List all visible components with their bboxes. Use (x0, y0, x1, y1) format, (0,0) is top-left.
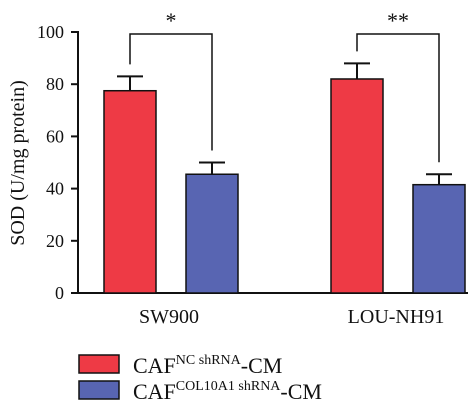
significance-marker: ** (387, 8, 409, 33)
y-axis-label: SOD (U/mg protein) (7, 80, 29, 246)
y-tick-label: 20 (46, 231, 64, 251)
y-tick-label: 40 (46, 179, 64, 199)
legend-label: CAFNC shRNA-CM (133, 353, 282, 378)
legend-swatch (78, 380, 120, 400)
significance-bracket (356, 33, 440, 163)
x-tick-label: LOU-NH91 (348, 306, 445, 328)
bar (330, 78, 384, 294)
x-tick-label: SW900 (139, 306, 199, 328)
bar (412, 183, 466, 294)
y-tick-label: 100 (37, 22, 64, 42)
y-tick-label: 80 (46, 74, 64, 94)
plot-area: 0 20 40 60 80 100 * SW900 ** LOU-NH91 CAFNC shRNA-… (37, 8, 468, 404)
significance-marker: * (166, 8, 177, 33)
y-tick-label: 60 (46, 126, 64, 146)
bar (103, 89, 157, 294)
legend-swatch (78, 354, 120, 374)
bar (185, 173, 239, 294)
y-tick-label: 0 (55, 283, 64, 303)
legend-label: CAFCOL10A1 shRNA-CM (133, 379, 322, 404)
significance-bracket (129, 33, 213, 151)
